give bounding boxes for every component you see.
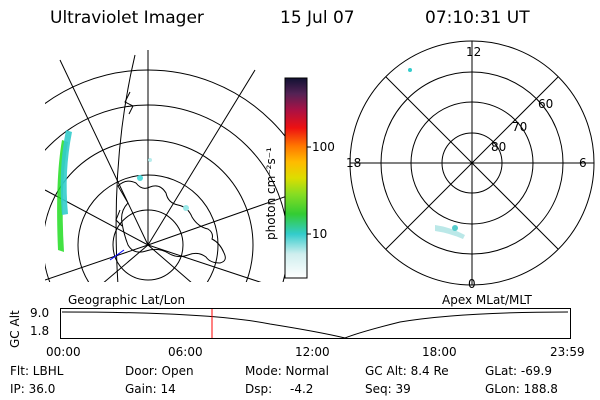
mlt-label-6: 6 [579,156,587,170]
ip-info: IP: 36.0 [10,382,56,396]
colorbar-tick-10: 10 [312,227,328,241]
mlat-label-60: 60 [538,97,554,111]
timeline-ytick-high: 9.0 [30,306,50,320]
mlt-label-0: 0 [468,277,476,291]
timeline-xtick-0600: 06:00 [168,345,203,359]
dsp-value: -4.2 [290,382,314,396]
polar-plot [349,40,595,286]
gain-info: Gain: 14 [125,382,176,396]
dsp-label: Dsp: [245,382,273,396]
mlat-label-80: 80 [491,140,507,154]
filter-info: Flt: LBHL [10,364,64,378]
time-label: 07:10:31 UT [425,8,530,28]
app-title: Ultraviolet Imager [50,8,204,28]
altitude-timeline [60,308,571,339]
mlt-label-18: 18 [346,156,362,170]
glat-info: GLat: -69.9 [485,364,552,378]
glon-info: GLon: 188.8 [485,382,558,396]
mlat-label-70: 70 [512,120,528,134]
timeline-ytick-low: 1.8 [30,324,50,338]
colorbar [284,77,311,279]
left-map-caption: Geographic Lat/Lon [68,293,186,307]
date-label: 15 Jul 07 [280,8,355,28]
door-info: Door: Open [125,364,194,378]
colorbar-tick-100: 100 [312,140,335,154]
timeline-ylabel: GC Alt [8,310,22,348]
seq-info: Seq: 39 [365,382,411,396]
timeline-xtick-1200: 12:00 [295,345,330,359]
aurora-emission [57,130,189,252]
timeline-xtick-0000: 00:00 [46,345,81,359]
geographic-map [45,50,285,282]
aurora-patch [435,225,465,239]
timeline-xtick-2359: 23:59 [550,345,585,359]
mode-info: Mode: Normal [245,364,329,378]
gc-alt-info: GC Alt: 8.4 Re [365,364,449,378]
timeline-xtick-1800: 18:00 [422,345,457,359]
aurora-dot [408,68,412,72]
right-map-caption: Apex MLat/MLT [442,293,532,307]
colorbar-label: photon cm⁻²s⁻¹ [264,147,278,240]
mlt-label-12: 12 [466,45,482,59]
aurora-spot [452,225,458,231]
